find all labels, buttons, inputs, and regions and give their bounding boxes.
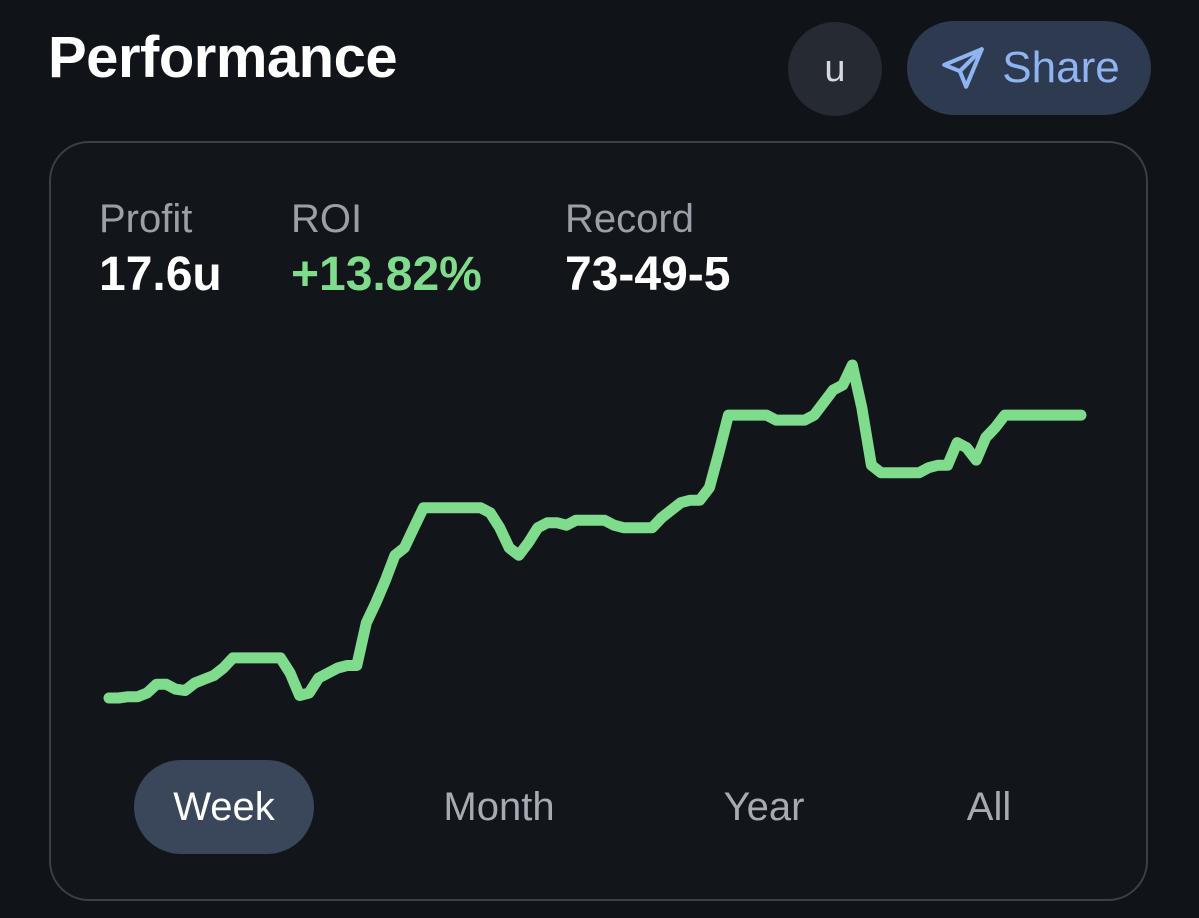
send-icon	[938, 43, 988, 93]
page-title: Performance	[48, 25, 398, 90]
profit-stat: Profit 17.6u	[99, 197, 222, 303]
profit-value: 17.6u	[99, 248, 222, 301]
tab-week[interactable]: Week	[134, 760, 314, 854]
profit-line-chart	[103, 359, 1087, 704]
unit-toggle-label: u	[824, 47, 846, 90]
roi-value: +13.82%	[291, 248, 482, 301]
roi-label: ROI	[291, 197, 363, 241]
tab-year[interactable]: Year	[674, 760, 854, 854]
performance-card: Profit 17.6u ROI +13.82% Record 73-49-5 …	[49, 141, 1148, 901]
record-value: 73-49-5	[565, 248, 731, 301]
share-button[interactable]: Share	[907, 21, 1151, 115]
share-label: Share	[1002, 43, 1120, 92]
roi-stat: ROI +13.82%	[291, 197, 482, 303]
tab-all[interactable]: All	[919, 760, 1059, 854]
record-label: Record	[565, 197, 694, 241]
tab-year-label: Year	[723, 784, 805, 829]
unit-toggle-button[interactable]: u	[788, 22, 882, 116]
tab-all-label: All	[966, 784, 1012, 829]
profit-label: Profit	[99, 197, 193, 241]
tab-month[interactable]: Month	[409, 760, 589, 854]
tab-month-label: Month	[443, 784, 555, 829]
record-stat: Record 73-49-5	[565, 197, 730, 303]
profit-series-line	[103, 359, 1087, 704]
tab-week-label: Week	[173, 784, 275, 829]
